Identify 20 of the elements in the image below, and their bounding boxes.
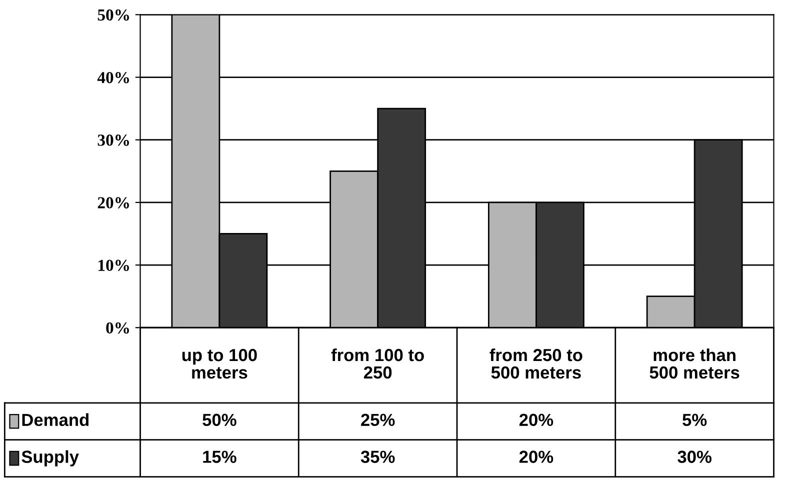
y-tick-label: 0% [106, 322, 129, 334]
data-label: 20% [519, 450, 554, 463]
y-tick-label: 40% [97, 72, 129, 84]
x-tick-label: from 100 to 250 [331, 348, 424, 379]
data-label: 20% [519, 414, 554, 426]
legend-label: Supply [22, 450, 79, 466]
x-tick-label: from 250 to 500 meters [490, 348, 582, 379]
data-label: 25% [361, 414, 395, 426]
data-label: 5% [682, 414, 707, 426]
data-label: 30% [678, 450, 712, 463]
y-tick-label: 30% [98, 134, 129, 146]
y-tick-label: 20% [98, 197, 129, 208]
x-tick-label: more than 500 meters [650, 348, 740, 379]
data-label: 35% [360, 450, 395, 463]
y-tick-label: 50% [98, 9, 129, 21]
x-tick-label: up to 100 meters [182, 348, 257, 379]
data-label: 50% [202, 414, 236, 426]
data-label: 15% [203, 450, 236, 463]
legend-label: Demand [22, 413, 88, 426]
y-tick-label: 10% [98, 260, 129, 272]
